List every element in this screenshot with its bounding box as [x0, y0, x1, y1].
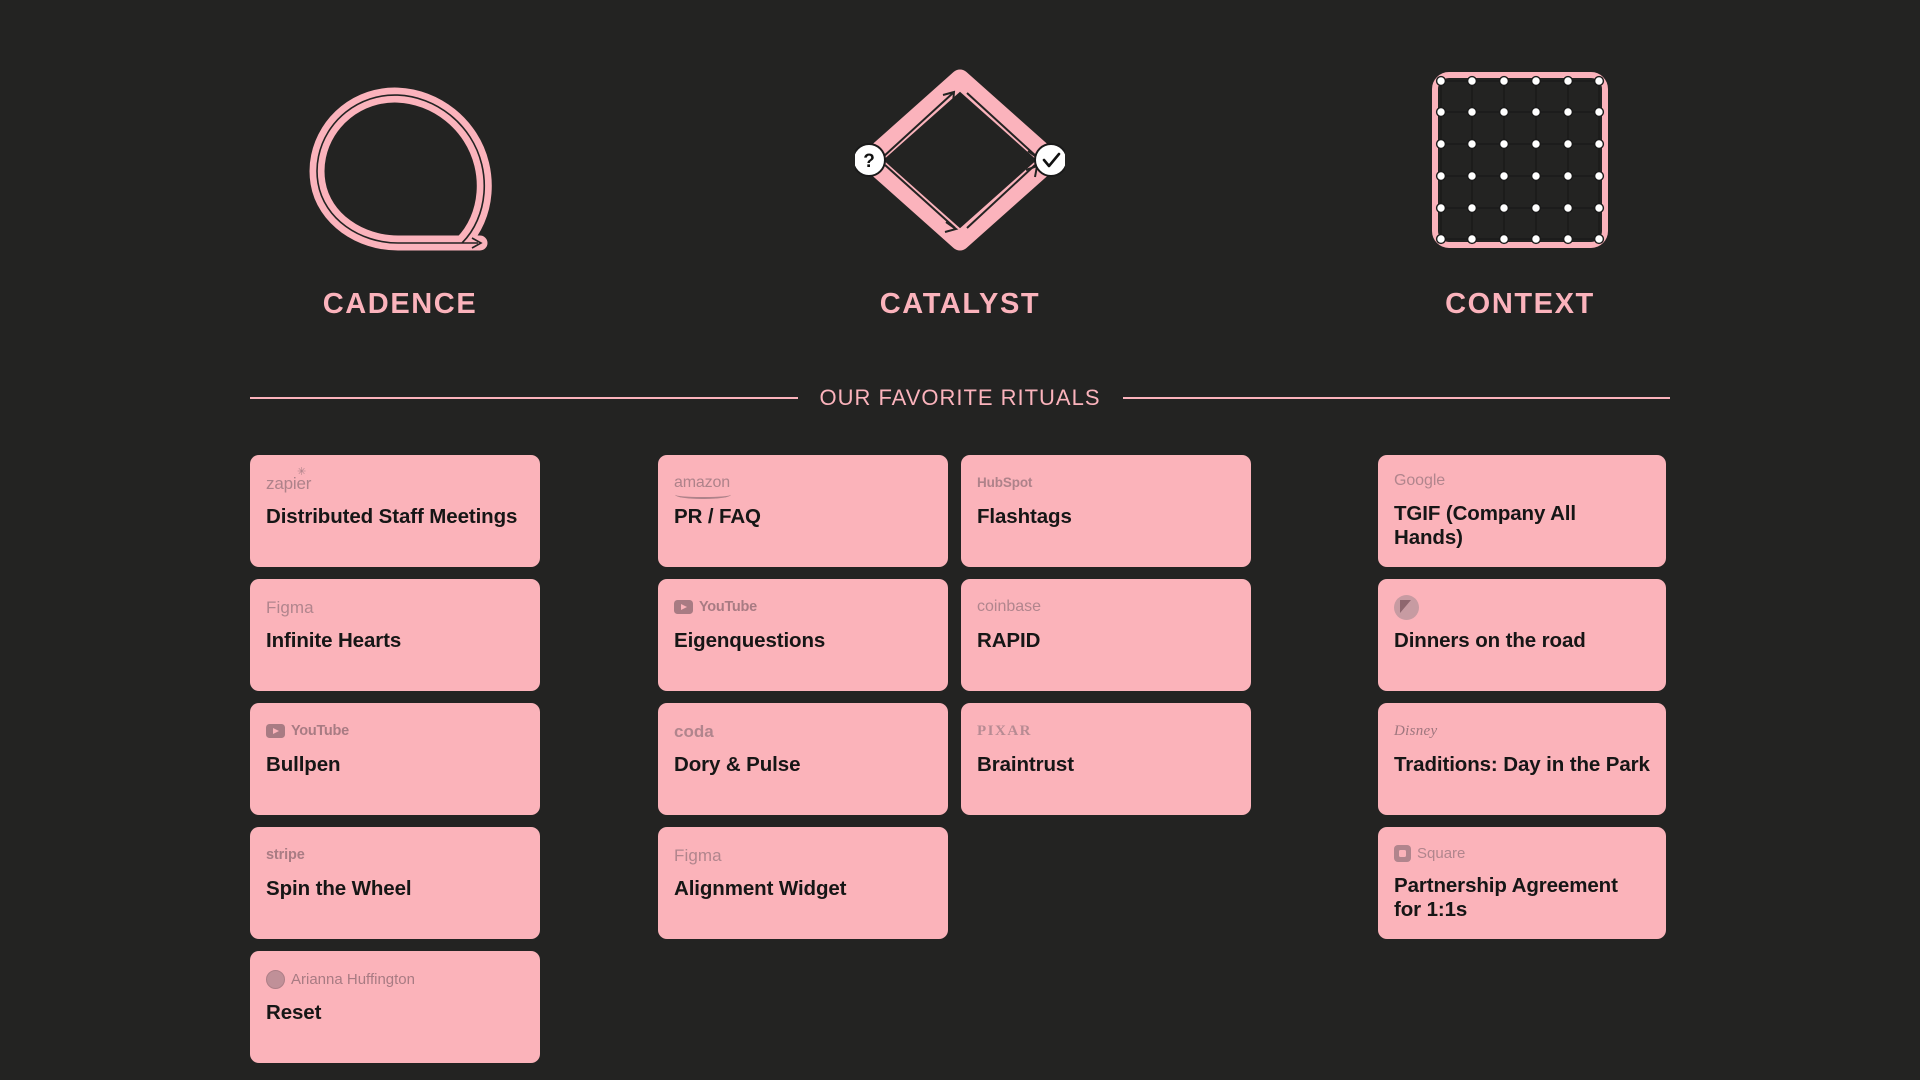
ritual-card[interactable]: Figma Infinite Hearts	[250, 579, 540, 691]
ritual-card[interactable]: Arianna Huffington Reset	[250, 951, 540, 1063]
card-brand: Figma	[674, 844, 932, 866]
card-title: RAPID	[977, 629, 1041, 652]
card-brand: Arianna Huffington	[266, 968, 524, 990]
divider-rule-left	[250, 397, 798, 399]
card-brand: Disney	[1394, 720, 1650, 742]
pillar-label: CATALYST	[879, 288, 1041, 320]
ritual-card[interactable]: coinbase RAPID	[961, 579, 1251, 691]
ritual-card[interactable]: Figma Alignment Widget	[658, 827, 948, 939]
card-title: Eigenquestions	[674, 629, 826, 652]
card-title: Flashtags	[977, 505, 1072, 528]
ritual-column: amazon PR / FAQ YouTube Eigenquestions coda D…	[658, 455, 948, 939]
ritual-card-grid: zapier ✳ Distributed Staff Meetings Figma In…	[0, 455, 1920, 1065]
pillar-label: CONTEXT	[1445, 288, 1595, 320]
pillar-catalyst: ? CATALYST	[680, 60, 1240, 321]
ritual-card[interactable]: Square Partnership Agreement for 1:1s	[1378, 827, 1666, 939]
card-brand: amazon	[674, 472, 932, 499]
card-brand: Square	[1394, 844, 1650, 863]
ritual-card[interactable]: YouTube Eigenquestions	[658, 579, 948, 691]
card-brand: zapier ✳	[266, 467, 524, 494]
pillar-row: CADENCE ?	[0, 60, 1920, 321]
card-brand: stripe	[266, 844, 524, 866]
company-mark-icon	[1394, 594, 1419, 620]
card-brand: YouTube	[674, 596, 932, 618]
card-title: Distributed Staff Meetings	[266, 505, 518, 528]
card-brand-label: zapier	[266, 473, 312, 493]
square-icon	[1394, 844, 1411, 862]
svg-text:?: ?	[863, 151, 875, 172]
card-title: Spin the Wheel	[266, 877, 412, 900]
ritual-card[interactable]: Dinners on the road	[1378, 579, 1666, 691]
ritual-card[interactable]: Google TGIF (Company All Hands)	[1378, 455, 1666, 567]
card-brand: PIXAR	[977, 720, 1235, 742]
ritual-card[interactable]: YouTube Bullpen	[250, 703, 540, 815]
card-title: Infinite Hearts	[266, 629, 402, 652]
ritual-card[interactable]: PIXAR Braintrust	[961, 703, 1251, 815]
card-brand-label: Arianna Huffington	[291, 970, 415, 988]
loop-arrow-icon	[302, 60, 498, 260]
card-brand-label: Google	[1394, 472, 1446, 490]
dot-grid-frame-icon	[1432, 60, 1608, 260]
card-title: Alignment Widget	[674, 877, 847, 900]
card-title: Partnership Agreement for 1:1s	[1394, 873, 1618, 922]
card-brand: coinbase	[977, 596, 1235, 618]
card-title: Bullpen	[266, 753, 341, 776]
card-title: Dinners on the road	[1394, 629, 1586, 652]
card-title: TGIF (Company All Hands)	[1394, 501, 1576, 550]
ritual-card[interactable]: coda Dory & Pulse	[658, 703, 948, 815]
section-divider: OUR FAVORITE RITUALS	[250, 385, 1670, 411]
card-brand	[1394, 594, 1650, 620]
ritual-card[interactable]: zapier ✳ Distributed Staff Meetings	[250, 455, 540, 567]
card-brand-label: HubSpot	[977, 475, 1033, 491]
card-title: Braintrust	[977, 753, 1074, 776]
card-brand-label: coda	[674, 721, 714, 741]
ritual-column: HubSpot Flashtags coinbase RAPID PIXAR Braint…	[961, 455, 1251, 815]
amazon-smile-icon	[675, 490, 731, 499]
card-brand-label: PIXAR	[977, 722, 1032, 739]
card-brand: Figma	[266, 596, 524, 618]
card-title: PR / FAQ	[674, 505, 761, 528]
pillar-context: CONTEXT	[1240, 60, 1800, 321]
ritual-card[interactable]: Disney Traditions: Day in the Park	[1378, 703, 1666, 815]
card-brand-label: coinbase	[977, 598, 1042, 615]
ritual-column: zapier ✳ Distributed Staff Meetings Figma In…	[250, 455, 540, 1063]
card-brand-label: Figma	[266, 597, 314, 617]
ritual-card[interactable]: stripe Spin the Wheel	[250, 827, 540, 939]
card-brand-label: Square	[1417, 844, 1466, 862]
diamond-flow-icon: ?	[855, 60, 1065, 260]
card-brand-label: amazon	[674, 474, 730, 491]
card-brand-label: YouTube	[699, 598, 757, 615]
zapier-spark-icon: ✳	[297, 466, 307, 478]
pillar-cadence: CADENCE	[120, 60, 680, 321]
card-brand-label: Disney	[1394, 722, 1438, 739]
card-brand-label: Figma	[674, 845, 722, 865]
ritual-card[interactable]: amazon PR / FAQ	[658, 455, 948, 567]
avatar-icon	[266, 969, 285, 989]
card-brand-label: YouTube	[291, 722, 349, 739]
card-title: Reset	[266, 1001, 322, 1024]
youtube-play-icon	[674, 600, 693, 614]
card-brand: HubSpot	[977, 472, 1235, 494]
divider-rule-right	[1122, 397, 1670, 399]
section-title: OUR FAVORITE RITUALS	[819, 385, 1101, 410]
ritual-column: Google TGIF (Company All Hands) Dinners on…	[1378, 455, 1666, 939]
pillar-label: CADENCE	[322, 288, 478, 320]
card-brand-label: stripe	[266, 846, 305, 863]
card-title: Traditions: Day in the Park	[1394, 753, 1650, 776]
card-brand: coda	[674, 720, 932, 742]
card-brand: YouTube	[266, 720, 524, 742]
card-brand: Google	[1394, 472, 1650, 491]
card-title: Dory & Pulse	[674, 753, 801, 776]
youtube-play-icon	[266, 724, 285, 738]
ritual-card[interactable]: HubSpot Flashtags	[961, 455, 1251, 567]
